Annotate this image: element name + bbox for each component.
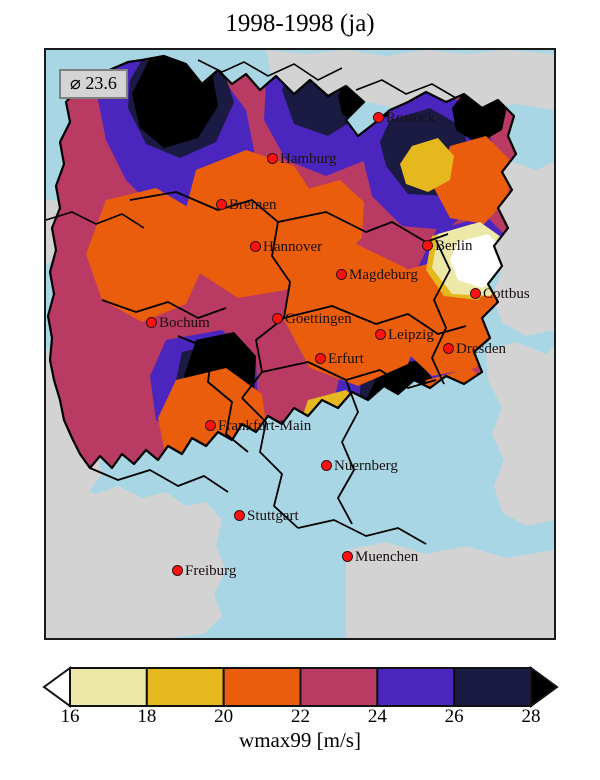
city-marker-muenchen[interactable] bbox=[341, 550, 353, 562]
city-marker-cottbus[interactable] bbox=[469, 287, 481, 299]
colorbar-tick-20: 20 bbox=[214, 706, 234, 727]
colorbar-under-arrow bbox=[42, 666, 71, 708]
colorbar-axis-label: wmax99 [m/s] bbox=[239, 728, 361, 752]
city-marker-magdeburg[interactable] bbox=[335, 268, 347, 280]
city-marker-hamburg[interactable] bbox=[266, 152, 278, 164]
city-marker-frankfurt-main[interactable] bbox=[204, 419, 216, 431]
map-panel[interactable]: Rostock Hamburg Bremen Hannover Berlin Magdeb… bbox=[44, 48, 556, 640]
city-marker-hannover[interactable] bbox=[249, 240, 261, 252]
city-marker-nuernberg[interactable] bbox=[320, 459, 332, 471]
colorbar-tick-24: 24 bbox=[367, 706, 387, 727]
city-marker-goettingen[interactable] bbox=[271, 312, 283, 324]
page-title: 1998-1998 (ja) bbox=[225, 10, 375, 37]
colorbar-tick-22: 22 bbox=[291, 706, 310, 727]
state-borders bbox=[89, 191, 467, 545]
city-marker-dresden[interactable] bbox=[442, 342, 454, 354]
city-marker-erfurt[interactable] bbox=[314, 352, 326, 364]
city-marker-leipzig[interactable] bbox=[374, 328, 386, 340]
coastline-detail bbox=[46, 59, 457, 229]
map-field-svg bbox=[46, 50, 554, 638]
colorbar-tick-18: 18 bbox=[137, 706, 157, 727]
colorbar-band-26-28[interactable] bbox=[453, 667, 532, 707]
city-marker-rostock[interactable] bbox=[372, 111, 384, 123]
city-marker-freiburg[interactable] bbox=[171, 564, 183, 576]
colorbar-band-22-24[interactable] bbox=[299, 667, 379, 707]
colorbar-band-24-26[interactable] bbox=[376, 667, 456, 707]
city-marker-bochum[interactable] bbox=[145, 316, 157, 328]
colorbar-tick-26: 26 bbox=[444, 706, 464, 727]
colorbar[interactable]: 16 18 20 22 24 26 28 wmax99 [m/s] bbox=[0, 660, 600, 780]
colorbar-tick-28: 28 bbox=[521, 706, 541, 727]
city-marker-stuttgart[interactable] bbox=[233, 509, 245, 521]
colorbar-bands bbox=[69, 667, 532, 707]
colorbar-svg bbox=[42, 666, 559, 708]
colorbar-tick-16: 16 bbox=[60, 706, 80, 727]
colorbar-over-arrow bbox=[530, 666, 559, 708]
colorbar-extend-arrows bbox=[42, 666, 559, 708]
colorbar-band-20-22[interactable] bbox=[222, 667, 302, 707]
domain-mean-badge: ⌀ 23.6 bbox=[59, 69, 128, 99]
colorbar-band-16-18[interactable] bbox=[69, 667, 148, 707]
administrative-borders bbox=[46, 54, 518, 470]
city-marker-berlin[interactable] bbox=[421, 239, 433, 251]
colorbar-band-18-20[interactable] bbox=[145, 667, 225, 707]
city-marker-bremen[interactable] bbox=[215, 198, 227, 210]
